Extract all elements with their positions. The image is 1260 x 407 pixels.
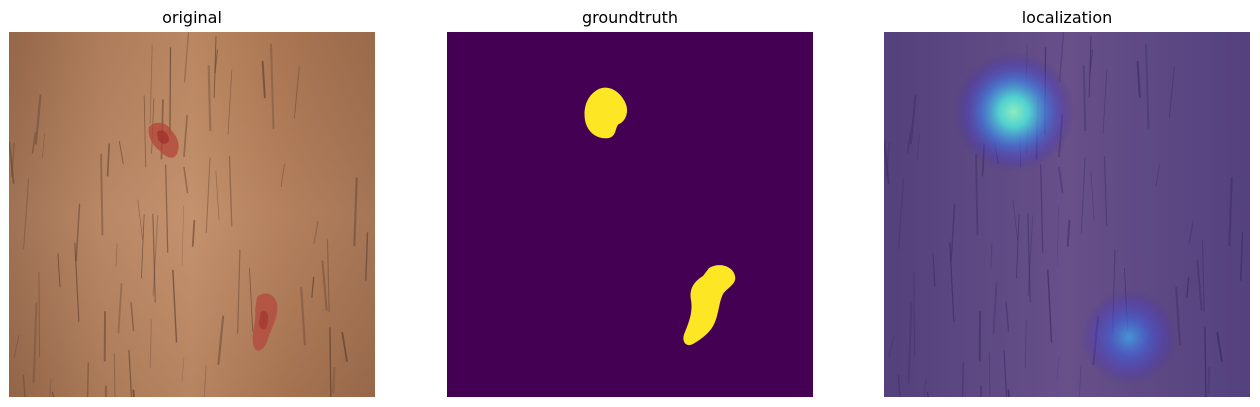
localization-heatmap <box>884 32 1250 397</box>
wood-grain-lines <box>9 32 369 397</box>
heat-hotspot-top <box>954 52 1074 172</box>
mask-background <box>447 32 813 397</box>
original-wood-image <box>9 32 375 397</box>
red-defect-bottom <box>252 293 278 351</box>
heat-hotspot-bottom <box>1081 289 1177 385</box>
mask-blob-bottom <box>683 265 736 346</box>
groundtruth-mask <box>447 32 813 397</box>
red-defect-top <box>148 122 179 158</box>
original-panel-title: original <box>162 8 222 27</box>
groundtruth-panel-title: groundtruth <box>581 8 678 27</box>
localization-panel-title: localization <box>1021 8 1113 27</box>
mask-blob-top <box>584 87 628 139</box>
